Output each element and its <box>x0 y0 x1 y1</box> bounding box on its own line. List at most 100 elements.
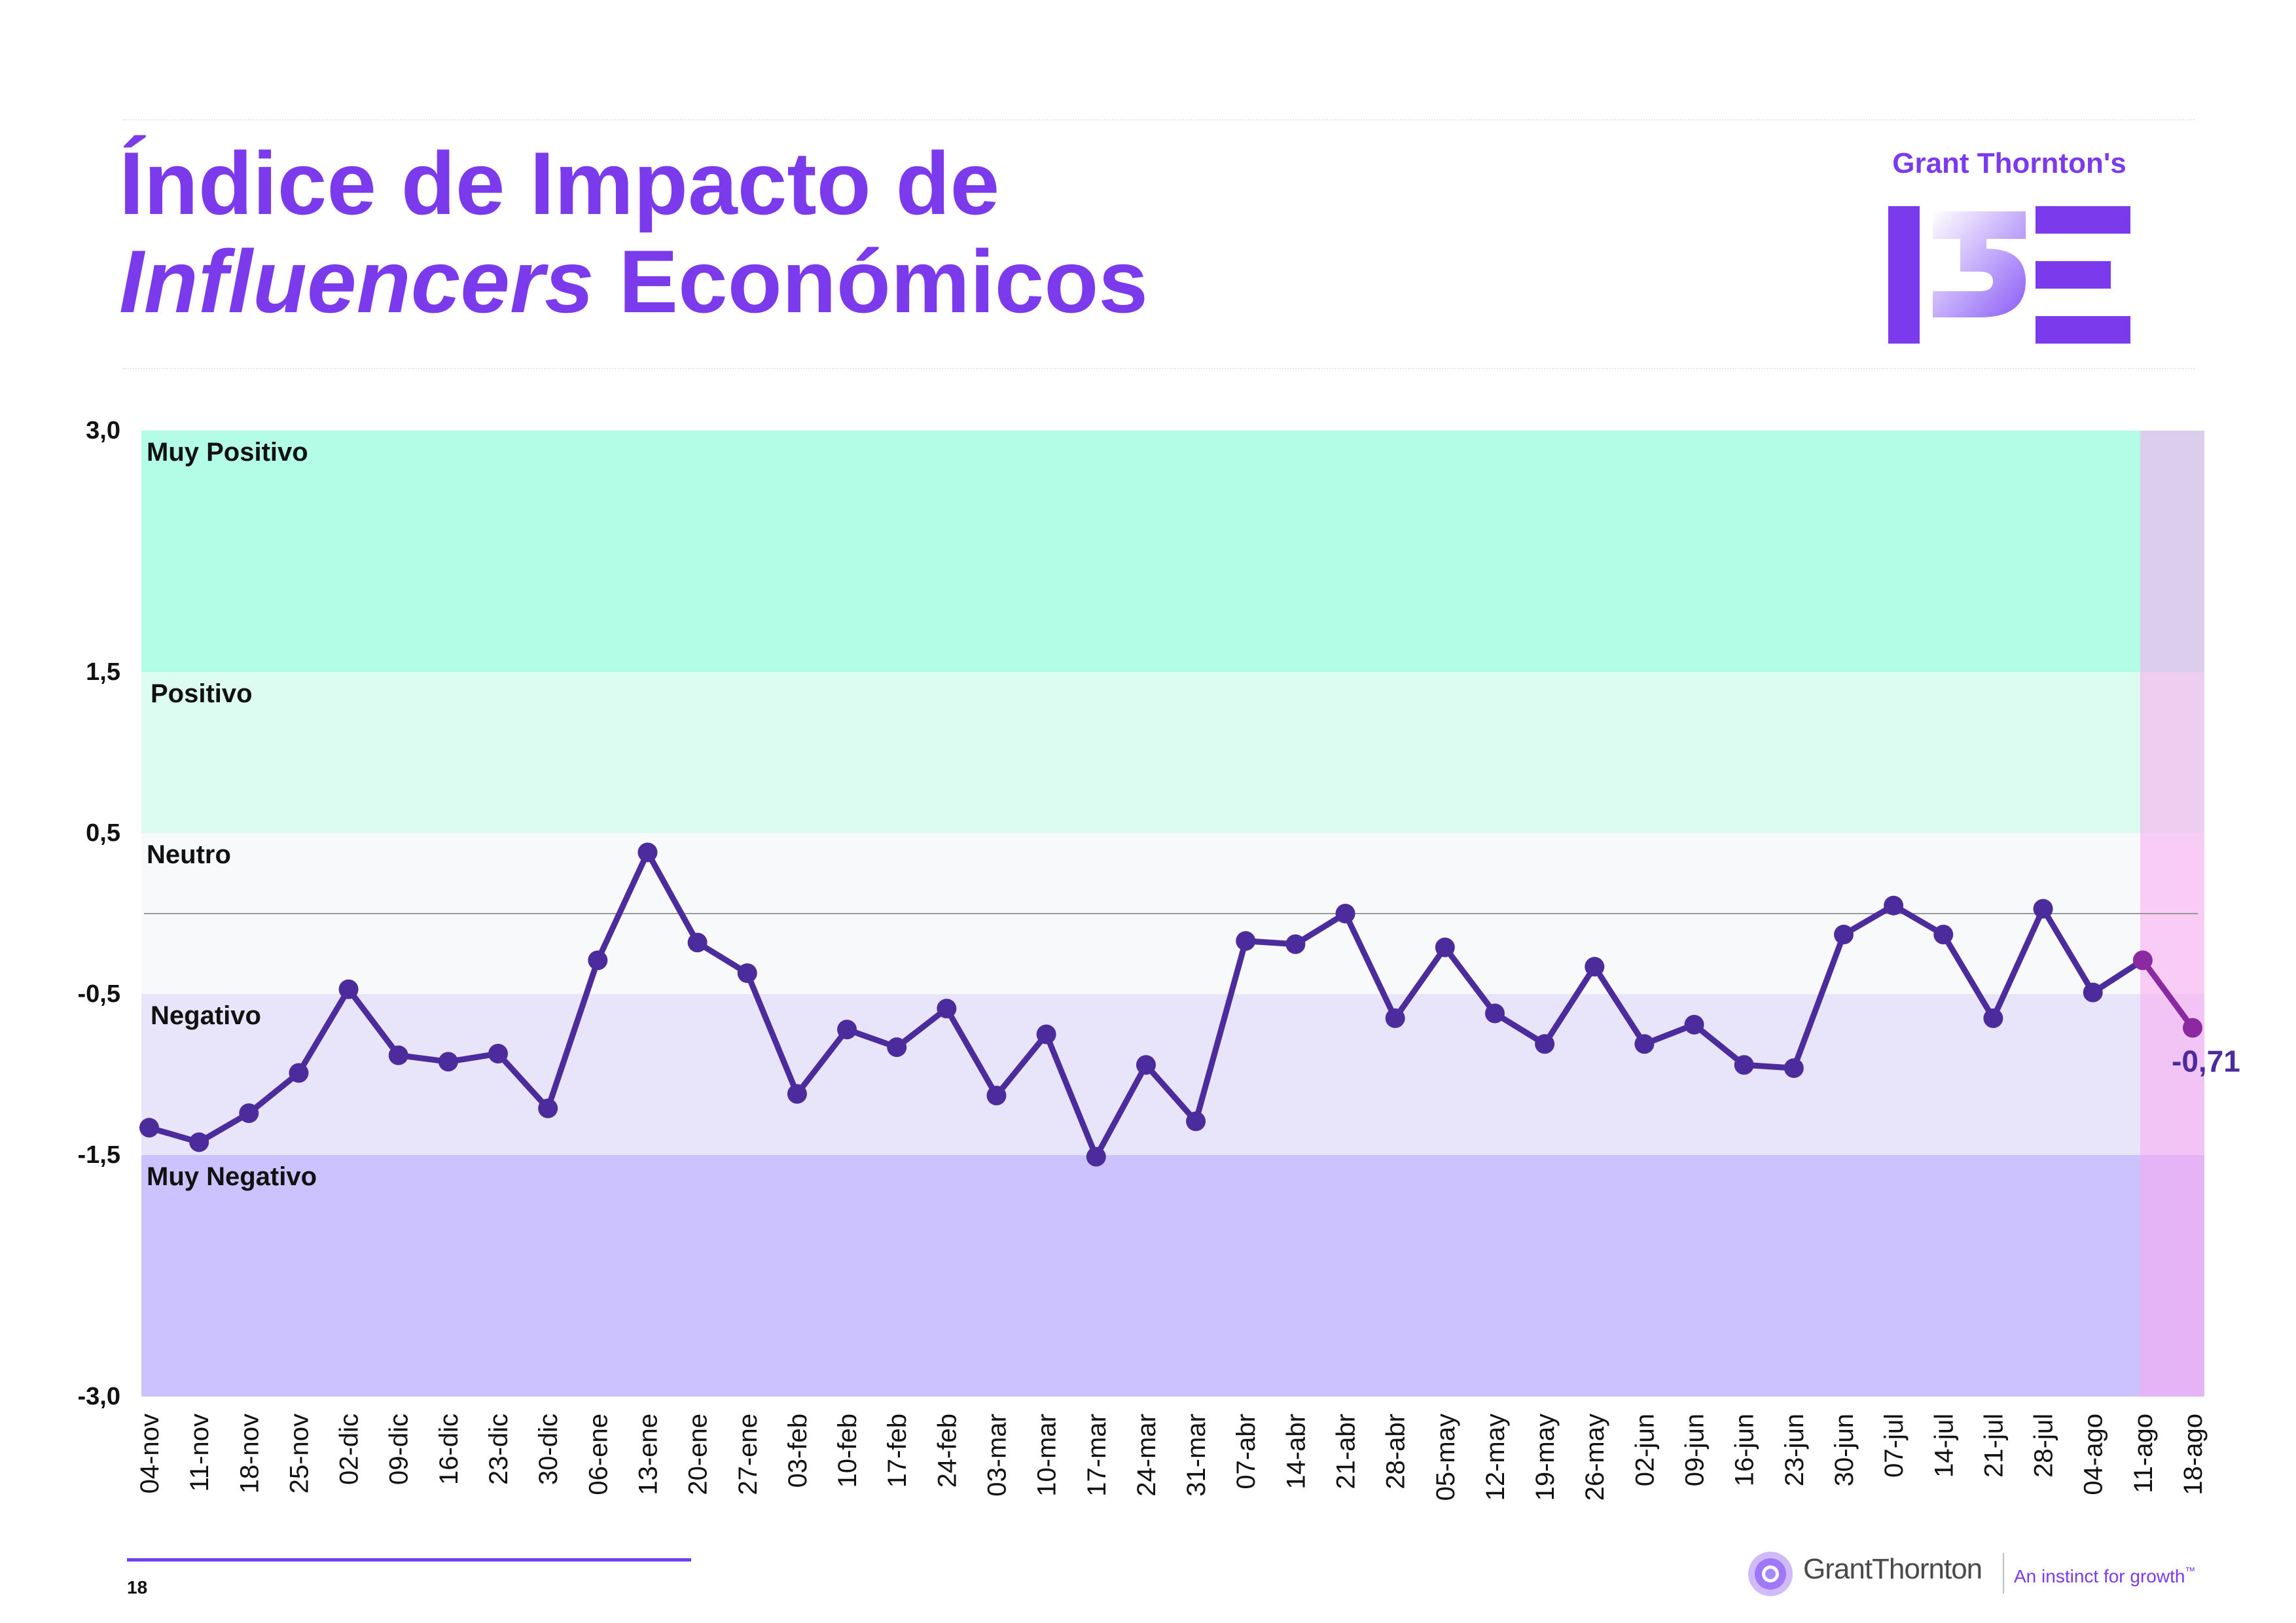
i3e-logo <box>1888 206 2130 344</box>
data-point-21-abr <box>1335 904 1355 923</box>
data-point-14-jul <box>1933 924 1954 944</box>
x-tick-label-7: 23-dic <box>484 1414 513 1485</box>
zone-label-1: Positivo <box>151 679 253 708</box>
x-tick-label-29: 26-may <box>1581 1414 1609 1501</box>
data-point-19-may <box>1535 1034 1555 1054</box>
data-point-30-jun <box>1833 924 1854 944</box>
x-tick-label-25: 28-abr <box>1382 1414 1410 1489</box>
x-tick-label-16: 24-feb <box>933 1414 961 1488</box>
data-point-14-abr <box>1285 934 1306 954</box>
y-tick-label-0: 3,0 <box>86 417 120 444</box>
x-tick-label-12: 27-ene <box>734 1414 762 1495</box>
zone-band-0 <box>141 431 2204 672</box>
data-point-12-may <box>1484 1003 1505 1024</box>
data-point-17-mar <box>1086 1147 1106 1167</box>
x-tick-label-19: 17-mar <box>1083 1414 1111 1497</box>
footer-accent-bar <box>127 1558 691 1561</box>
y-tick-label-2: 0,5 <box>86 819 120 847</box>
x-tick-label-4: 02-dic <box>335 1414 364 1485</box>
data-point-09-dic <box>388 1045 408 1065</box>
x-tick-label-21: 31-mar <box>1182 1414 1211 1497</box>
x-tick-label-13: 03-feb <box>783 1414 812 1488</box>
data-point-10-mar <box>1036 1024 1056 1044</box>
grant-thornton-footer-logo: GrantThornton An instinct for growth™ <box>1744 1548 2202 1600</box>
x-tick-label-32: 16-jun <box>1731 1414 1759 1486</box>
data-point-30-dic <box>538 1098 558 1118</box>
data-point-06-ene <box>588 950 608 971</box>
data-point-20-ene <box>687 933 708 953</box>
data-point-02-dic <box>338 979 359 999</box>
trademark-symbol: ™ <box>2185 1566 2196 1577</box>
x-tick-label-15: 17-feb <box>883 1414 912 1488</box>
data-point-17-feb <box>887 1037 907 1058</box>
i3e-brand: Grant Thornton's <box>1872 147 2147 357</box>
x-tick-label-20: 24-mar <box>1132 1414 1161 1497</box>
data-point-04-ago <box>2083 982 2103 1003</box>
data-point-10-feb <box>837 1020 857 1040</box>
x-tick-label-14: 10-feb <box>833 1414 862 1488</box>
grant-thornton-mark-icon <box>1748 1552 1793 1596</box>
data-point-23-dic <box>488 1044 509 1064</box>
data-point-03-feb <box>787 1084 807 1104</box>
page-number: 18 <box>127 1577 148 1597</box>
data-point-04-nov <box>139 1118 159 1138</box>
data-point-25-nov <box>289 1063 309 1083</box>
x-tick-label-28: 19-may <box>1531 1414 1560 1501</box>
x-tick-label-34: 30-jun <box>1830 1414 1859 1486</box>
data-point-18-ago <box>2183 1018 2202 1038</box>
data-point-09-jun <box>1684 1014 1704 1035</box>
x-tick-label-10: 13-ene <box>634 1414 662 1495</box>
data-point-13-ene <box>637 842 658 863</box>
x-tick-label-26: 05-may <box>1431 1414 1460 1501</box>
x-tick-label-1: 11-nov <box>185 1414 214 1491</box>
x-tick-label-18: 10-mar <box>1033 1414 1062 1497</box>
y-tick-label-5: -3,0 <box>78 1383 120 1410</box>
zone-band-1 <box>141 672 2204 833</box>
title-italic-word: Influencers <box>119 232 594 331</box>
zone-band-3 <box>141 994 2204 1155</box>
title-line-1: Índice de Impacto de <box>119 134 1000 233</box>
data-point-02-jun <box>1634 1034 1655 1054</box>
data-point-21-jul <box>1983 1008 2003 1028</box>
zone-band-4 <box>141 1155 2204 1397</box>
y-tick-label-3: -0,5 <box>78 980 120 1008</box>
data-point-07-jul <box>1884 895 1904 916</box>
x-tick-label-0: 04-nov <box>135 1414 164 1493</box>
footer-company-name: GrantThornton <box>1803 1553 1982 1585</box>
x-tick-label-33: 23-jun <box>1780 1414 1809 1486</box>
x-tick-label-5: 09-dic <box>385 1414 414 1485</box>
x-tick-label-6: 16-dic <box>435 1414 463 1485</box>
data-point-24-mar <box>1136 1055 1156 1075</box>
x-tick-label-41: 18-ago <box>2179 1414 2208 1495</box>
data-point-18-nov <box>239 1103 259 1124</box>
x-tick-label-36: 14-jul <box>1929 1414 1958 1478</box>
x-tick-label-24: 21-abr <box>1332 1414 1361 1489</box>
page-title: Índice de Impacto de Influencers Económi… <box>119 134 1148 330</box>
x-tick-label-40: 11-ago <box>2129 1414 2158 1493</box>
x-tick-label-11: 20-ene <box>684 1414 713 1495</box>
data-point-24-feb <box>937 999 957 1019</box>
data-point-28-abr <box>1385 1008 1405 1028</box>
x-tick-label-17: 03-mar <box>982 1414 1011 1497</box>
data-point-11-ago <box>2132 950 2153 971</box>
zone-label-0: Muy Positivo <box>147 438 308 467</box>
data-point-16-jun <box>1734 1055 1754 1075</box>
x-tick-label-22: 07-abr <box>1232 1414 1261 1489</box>
data-point-28-jul <box>2033 899 2053 919</box>
footer-tagline: An instinct for growth™ <box>2014 1566 2195 1587</box>
y-tick-label-4: -1,5 <box>78 1141 120 1169</box>
x-tick-label-8: 30-dic <box>534 1414 563 1485</box>
last-value-label: -0,71 <box>2172 1044 2240 1079</box>
x-tick-label-37: 21-jul <box>1979 1414 2008 1478</box>
y-tick-label-1: 1,5 <box>86 658 120 686</box>
brand-name: Grant Thornton's <box>1892 147 2126 179</box>
x-tick-label-27: 12-may <box>1481 1414 1510 1501</box>
data-point-11-nov <box>189 1132 209 1152</box>
x-tick-label-9: 06-ene <box>584 1414 613 1495</box>
series-line-latest-segment <box>2140 957 2196 1031</box>
x-tick-label-23: 14-abr <box>1282 1414 1310 1489</box>
data-point-26-may <box>1585 957 1605 977</box>
x-tick-label-3: 25-nov <box>285 1414 314 1493</box>
footer-divider <box>2003 1553 2004 1594</box>
